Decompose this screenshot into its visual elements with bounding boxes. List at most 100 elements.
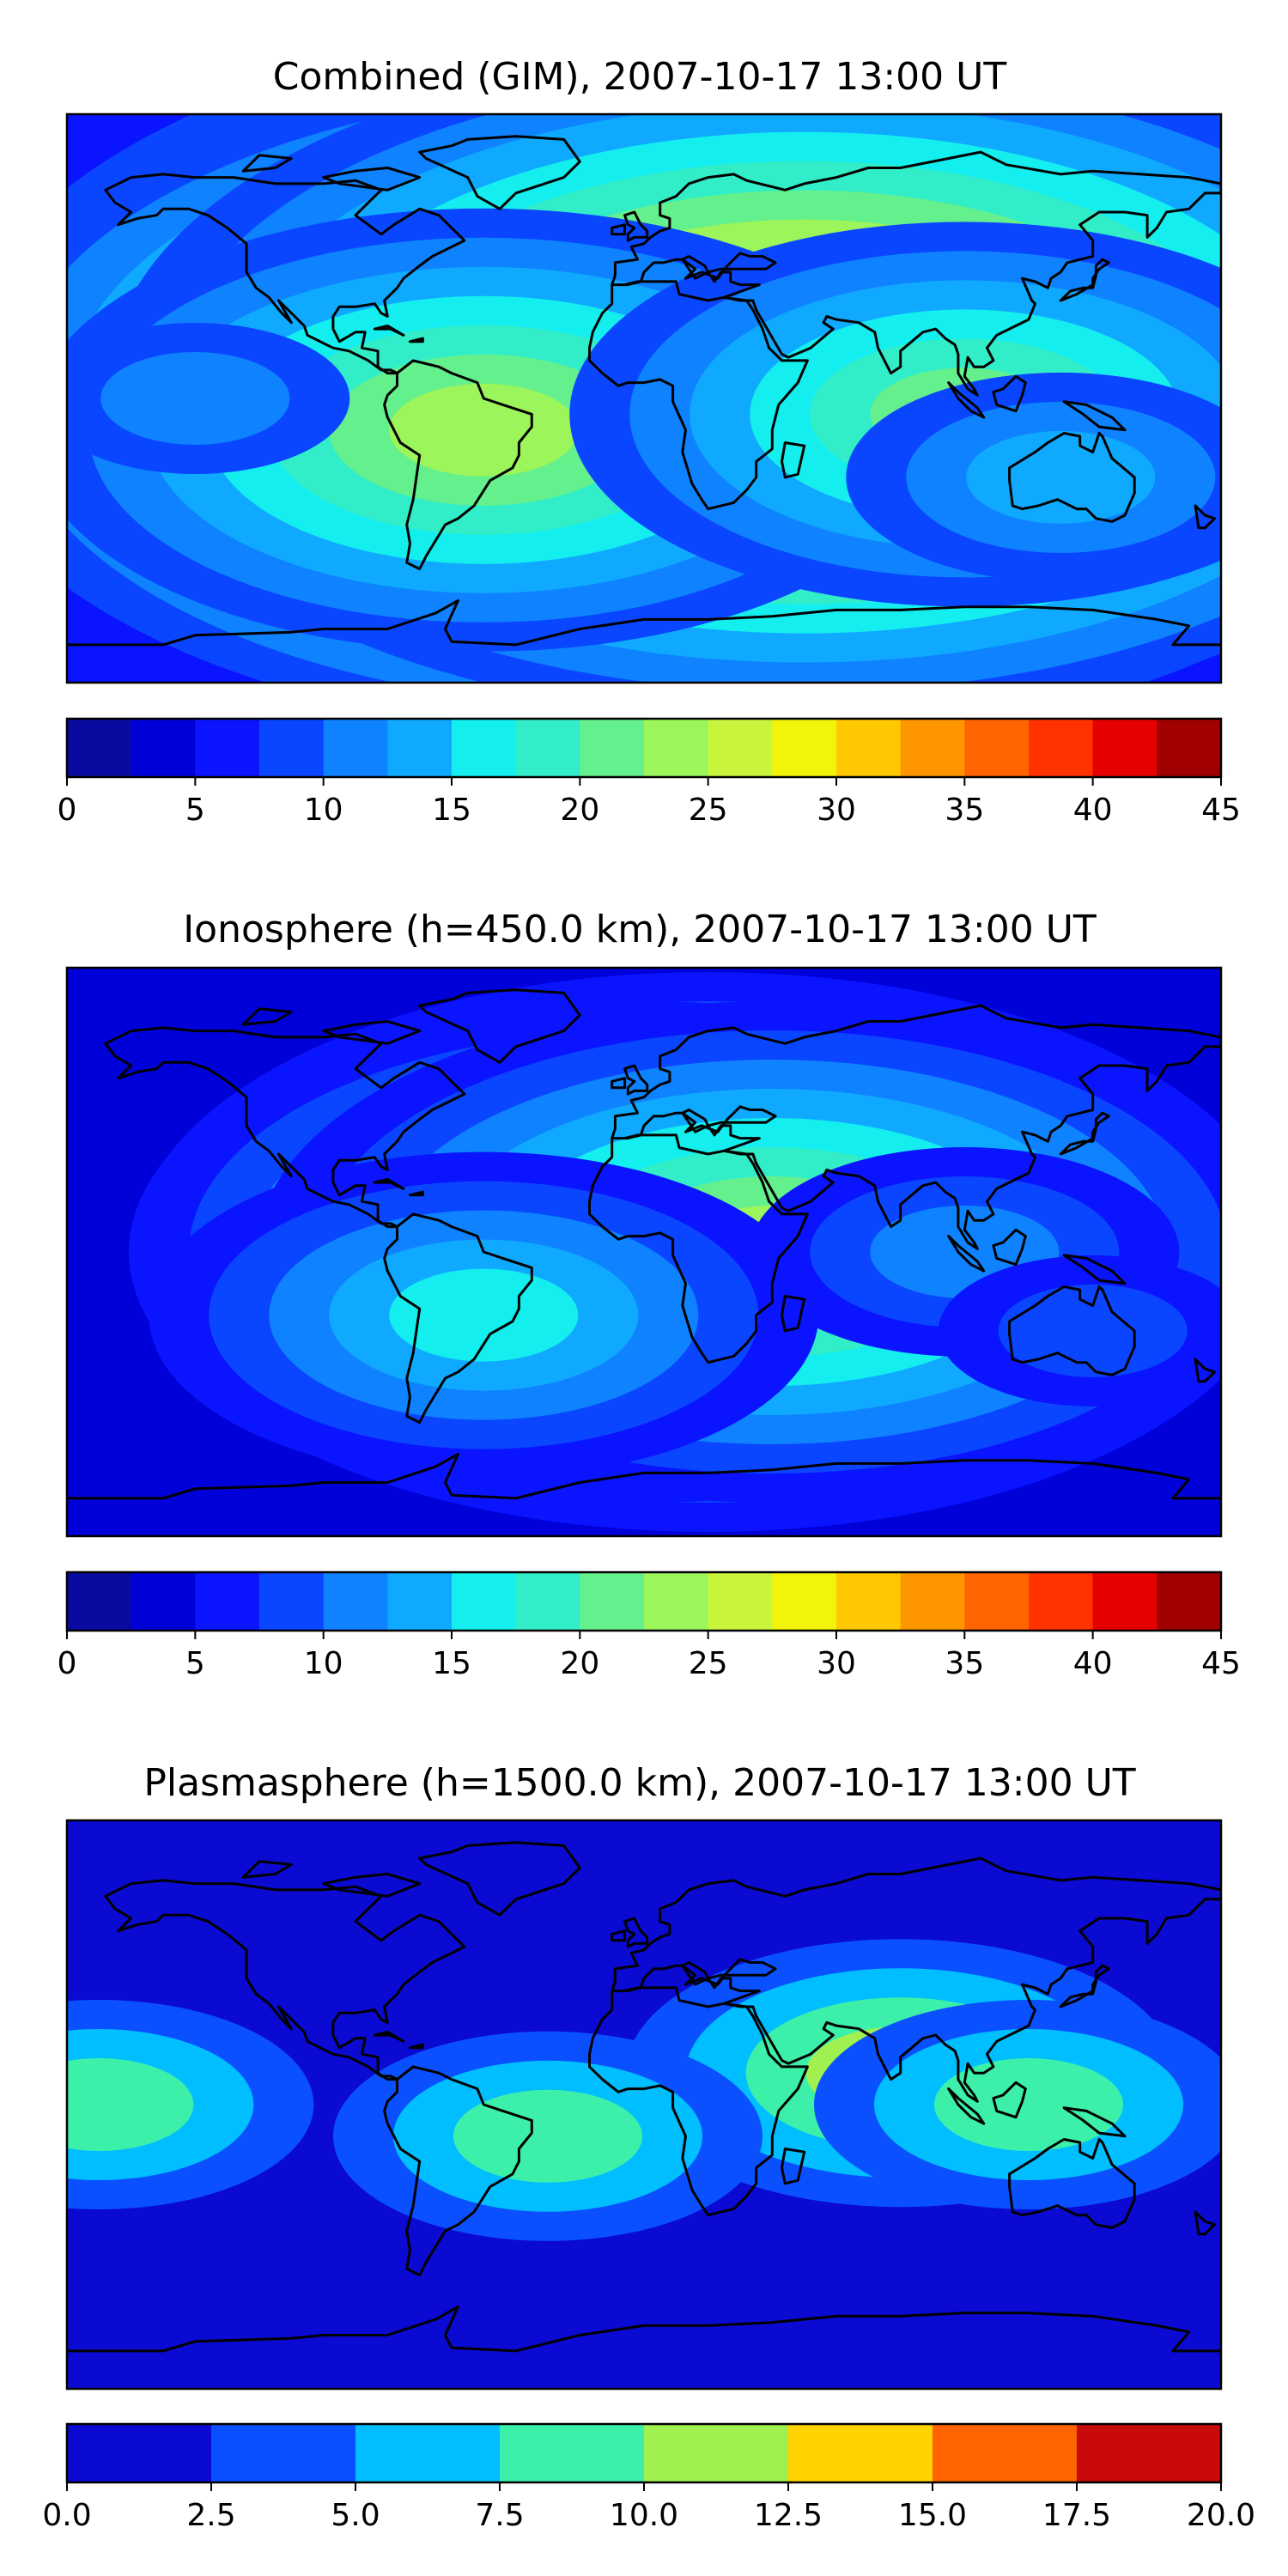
colorbar-swatch	[644, 2424, 789, 2482]
panel-plasmasphere: Plasmasphere (h=1500.0 km), 2007-10-17 1…	[42, 1761, 1255, 2533]
colorbar-swatch	[1157, 1572, 1222, 1631]
colorbar-tick-label: 0.0	[42, 2498, 91, 2533]
colorbar-swatch	[515, 1572, 580, 1631]
colorbar-tick-label: 5.0	[331, 2498, 380, 2533]
colorbar-swatch	[259, 1572, 325, 1631]
colorbar-swatch	[387, 1572, 453, 1631]
colorbar-combined: 0 5 10 15 20 25 30 35 40 45	[58, 717, 1241, 828]
colorbar-swatch	[900, 719, 965, 777]
colorbar-swatch	[67, 2424, 212, 2482]
colorbar-tick-label: 0	[58, 1646, 77, 1681]
colorbar-swatch	[131, 719, 196, 777]
colorbar-tick-label: 5	[185, 1646, 205, 1681]
colorbar-swatch	[644, 1572, 709, 1631]
colorbar-tick-label: 15	[432, 1646, 471, 1681]
colorbar-tick-label: 20	[560, 793, 599, 828]
colorbar-swatch	[387, 719, 453, 777]
colorbar-tick-label: 30	[817, 793, 856, 828]
colorbar-swatch	[1092, 719, 1157, 777]
contour-band	[100, 352, 290, 445]
contour-band	[934, 2058, 1123, 2151]
chart-title-ionosphere: Ionosphere (h=450.0 km), 2007-10-17 13:0…	[183, 908, 1097, 951]
colorbar-swatch	[1029, 719, 1094, 777]
coastline	[67, 988, 1221, 1500]
colorbar-swatch	[644, 719, 709, 777]
colorbar-swatch	[580, 719, 645, 777]
colorbar-swatch	[580, 1572, 645, 1631]
colorbar-swatch	[788, 2424, 933, 2482]
colorbar-tick-label: 10	[304, 793, 343, 828]
colorbar-swatch	[515, 719, 580, 777]
colorbar-tick-label: 35	[945, 1646, 984, 1681]
colorbar-swatch	[452, 1572, 517, 1631]
colorbar-frame	[65, 1571, 1223, 1632]
colorbar-swatch	[1077, 2424, 1222, 2482]
colorbar-swatch	[323, 1572, 388, 1631]
colorbar-swatch	[836, 1572, 902, 1631]
colorbar-swatch	[933, 2424, 1078, 2482]
colorbar-swatch	[772, 719, 837, 777]
contour-band	[389, 383, 579, 477]
colorbar-swatch	[900, 1572, 965, 1631]
colorbar-tick-label: 0	[58, 793, 77, 828]
coastline	[67, 1841, 1221, 2353]
colorbar-tick-label: 15	[432, 793, 471, 828]
colorbar-tick-label: 25	[689, 1646, 728, 1681]
colorbar-swatch	[131, 1572, 196, 1631]
colorbar-tick-label: 12.5	[754, 2498, 823, 2533]
contour-band	[67, 2058, 194, 2151]
panel-ionosphere: Ionosphere (h=450.0 km), 2007-10-17 13:0…	[58, 908, 1241, 1681]
colorbar-tick-label: 45	[1201, 793, 1241, 828]
colorbar-tick-label: 45	[1201, 1646, 1241, 1681]
map-frame	[65, 1819, 1223, 2391]
chart-title-combined: Combined (GIM), 2007-10-17 13:00 UT	[273, 55, 1007, 99]
map-ionosphere	[65, 966, 1223, 1538]
colorbar-tick-label: 2.5	[186, 2498, 235, 2533]
colorbar-tick-label: 20.0	[1187, 2498, 1255, 2533]
colorbar-tick-label: 40	[1073, 793, 1113, 828]
colorbar-tick-label: 40	[1073, 1646, 1113, 1681]
colorbar-tick-label: 35	[945, 793, 984, 828]
colorbar-swatch	[1157, 719, 1222, 777]
map-frame	[65, 966, 1223, 1538]
colorbar-swatch	[1092, 1572, 1157, 1631]
map-plasmasphere	[65, 1819, 1223, 2391]
colorbar-tick-label: 10	[304, 1646, 343, 1681]
colorbar-swatch	[836, 719, 902, 777]
colorbar-swatch	[708, 719, 773, 777]
colorbar-swatch	[355, 2424, 501, 2482]
colorbar-tick-label: 7.5	[475, 2498, 524, 2533]
colorbar-swatch	[67, 719, 132, 777]
colorbar-tick-label: 15.0	[898, 2498, 967, 2533]
colorbar-swatch	[67, 1572, 132, 1631]
contour-band	[453, 2089, 642, 2183]
panel-combined: Combined (GIM), 2007-10-17 13:00 UT 0 5 10…	[58, 55, 1241, 828]
contour-band	[998, 1284, 1188, 1377]
map-frame	[65, 112, 1223, 684]
coastline	[67, 135, 1221, 647]
colorbar-swatch	[323, 719, 388, 777]
colorbar-swatch	[211, 2424, 356, 2482]
chart-title-plasmasphere: Plasmasphere (h=1500.0 km), 2007-10-17 1…	[143, 1761, 1135, 1805]
colorbar-swatch	[500, 2424, 645, 2482]
colorbar-swatch	[708, 1572, 773, 1631]
colorbar-plasmasphere: 0.0 2.5 5.0 7.5 10.0 12.5 15.0 17.5 20.0	[42, 2422, 1255, 2533]
colorbar-tick-label: 5	[185, 793, 205, 828]
colorbar-swatch	[195, 719, 260, 777]
contour-band	[966, 430, 1156, 524]
colorbar-tick-label: 30	[817, 1646, 856, 1681]
colorbar-tick-label: 20	[560, 1646, 599, 1681]
contour-band	[389, 1268, 579, 1362]
colorbar-swatch	[259, 719, 325, 777]
colorbar-swatch	[772, 1572, 837, 1631]
colorbar-swatch	[452, 719, 517, 777]
colorbar-ionosphere: 0 5 10 15 20 25 30 35 40 45	[58, 1571, 1241, 1681]
colorbar-swatch	[964, 719, 1030, 777]
colorbar-frame	[65, 717, 1223, 779]
map-combined	[65, 112, 1223, 684]
colorbar-swatch	[1029, 1572, 1094, 1631]
colorbar-swatch	[195, 1572, 260, 1631]
colorbar-tick-label: 17.5	[1042, 2498, 1111, 2533]
colorbar-tick-label: 25	[689, 793, 728, 828]
